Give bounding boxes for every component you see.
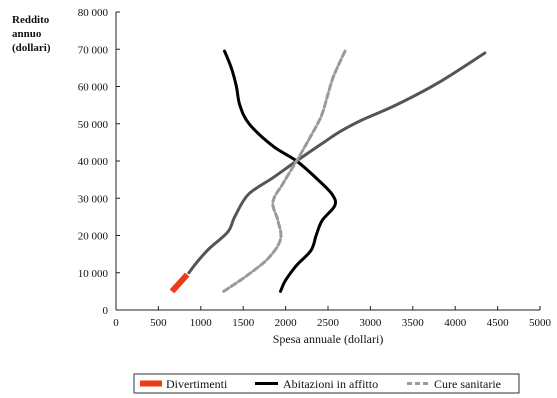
x-tick-label: 4000	[444, 317, 467, 329]
x-tick-label: 0	[113, 317, 119, 329]
x-tick-label: 2500	[317, 317, 340, 329]
legend: Divertimenti Abitazioni in affitto Cure …	[133, 373, 520, 394]
y-tick-label: 70 000	[78, 44, 109, 56]
series-abitazioni-gray	[187, 51, 487, 275]
y-tick-label: 40 000	[78, 156, 109, 168]
series-divertimenti	[169, 272, 190, 294]
series-cure-sanitarie	[222, 49, 347, 293]
x-tick-label: 4500	[487, 317, 510, 329]
y-axis-title-line-1: Reddito	[12, 14, 50, 26]
legend-box	[133, 373, 520, 394]
legend-label-cure: Cure sanitarie	[434, 377, 501, 391]
x-tick-label: 5000	[529, 317, 552, 329]
y-tick-label: 10 000	[78, 268, 109, 280]
x-axis-title: Spesa annuale (dollari)	[273, 332, 384, 346]
x-tick-label: 3000	[359, 317, 382, 329]
y-tick-label: 30 000	[78, 193, 109, 205]
y-axis-title-line-3: (dollari)	[12, 42, 51, 54]
legend-label-divertimenti: Divertimenti	[166, 377, 228, 391]
y-axis-title: Reddito annuo (dollari)	[12, 14, 51, 54]
y-tick-label: 60 000	[78, 82, 109, 94]
y-tick-label: 80 000	[78, 7, 109, 19]
legend-label-abitazioni: Abitazioni in affitto	[283, 377, 378, 391]
series-layer	[169, 49, 487, 294]
x-tick-label: 1000	[190, 317, 213, 329]
x-tick-label: 3500	[402, 317, 425, 329]
y-axis-title-line-2: annuo	[12, 28, 42, 40]
y-ticks: 0 10 000 20 000 30 000 40 000 50 000 60 000 70 …	[78, 7, 120, 317]
series-abitazioni-black	[223, 49, 338, 293]
y-tick-label: 20 000	[78, 231, 109, 243]
x-tick-label: 1500	[232, 317, 255, 329]
x-tick-label: 2000	[275, 317, 298, 329]
y-tick-label: 0	[103, 305, 109, 317]
x-ticks: 0 500 1000 1500 2000 2500 3000 3500 4000 4500 5000	[113, 306, 552, 329]
y-tick-label: 50 000	[78, 119, 109, 131]
x-tick-label: 500	[150, 317, 167, 329]
